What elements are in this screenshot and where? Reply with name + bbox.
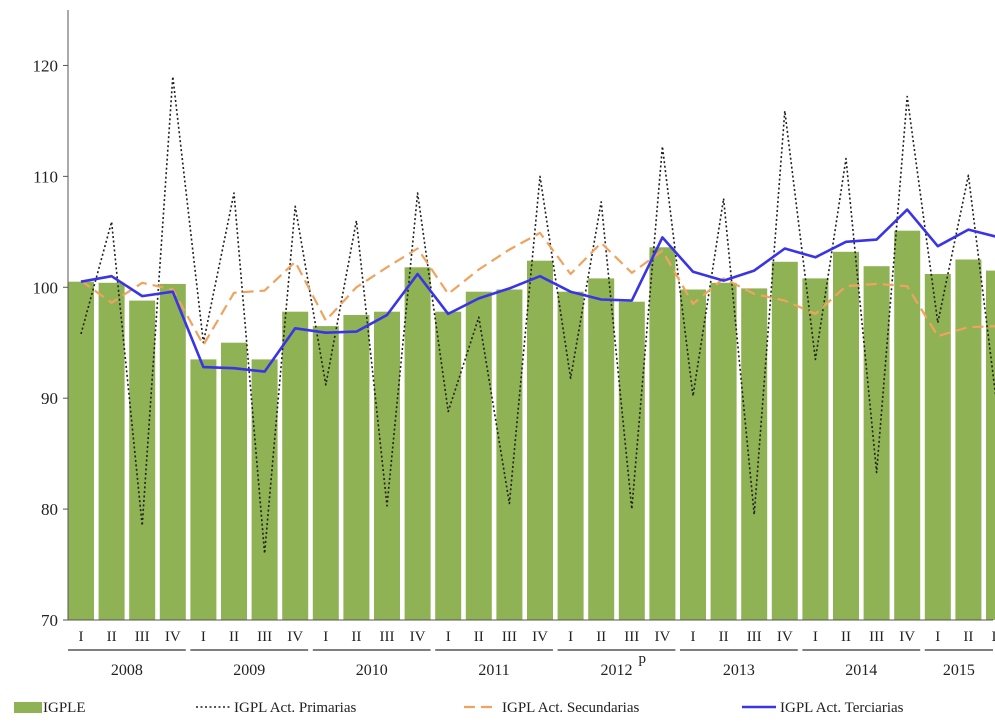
x-quarter-label: III bbox=[502, 629, 517, 645]
bar-igple bbox=[618, 301, 645, 620]
x-quarter-label: IV bbox=[532, 629, 548, 645]
bar-igple bbox=[129, 300, 156, 620]
bar-igple bbox=[98, 282, 125, 620]
x-quarter-label: II bbox=[474, 629, 484, 645]
legend-label: IGPLE bbox=[43, 700, 86, 716]
bar-igple bbox=[527, 260, 553, 620]
x-quarter-label: IV bbox=[165, 629, 181, 645]
x-axis-labels-group: I II III IV I II III IV I II III IV I II III IV I II III IV… bbox=[68, 629, 995, 679]
x-year-label: 2015 bbox=[943, 662, 975, 679]
bar-igple bbox=[251, 359, 278, 620]
legend-item: IGPL Act. Secundarias bbox=[464, 700, 639, 716]
x-year-label: 2010 bbox=[356, 662, 388, 679]
bar-igple bbox=[496, 289, 523, 620]
bar-igple bbox=[68, 281, 94, 620]
bar-igple bbox=[649, 247, 676, 621]
x-quarter-label: III bbox=[257, 629, 272, 645]
legend-item: IGPL Act. Primarias bbox=[196, 700, 357, 716]
bar-igple bbox=[435, 311, 462, 620]
x-quarter-label: IV bbox=[899, 629, 915, 645]
bar-igple bbox=[833, 251, 859, 621]
x-quarter-label: I bbox=[813, 629, 818, 645]
x-quarter-label: II bbox=[596, 629, 606, 645]
bar-igple bbox=[894, 230, 921, 620]
x-quarter-label: II bbox=[107, 629, 117, 645]
legend-swatch bbox=[14, 702, 42, 713]
x-quarter-label: I bbox=[79, 629, 84, 645]
bar-igple bbox=[802, 278, 829, 620]
line-series-dotted bbox=[80, 75, 995, 555]
y-tick-label: 100 bbox=[33, 278, 59, 297]
x-year-label: 2009 bbox=[233, 662, 265, 679]
x-quarter-label: I bbox=[446, 629, 451, 645]
x-quarter-label: IV bbox=[654, 629, 670, 645]
bar-igple bbox=[710, 282, 737, 620]
bar-series-group bbox=[68, 230, 995, 621]
legend: IGPLE IGPL Act. Primarias IGPL Act. Secund… bbox=[14, 700, 904, 716]
bar-igple bbox=[741, 288, 768, 620]
legend-label: IGPL Act. Primarias bbox=[234, 700, 357, 716]
x-quarter-label: IV bbox=[287, 629, 303, 645]
bar-igple bbox=[159, 283, 186, 620]
bar-igple bbox=[374, 311, 400, 620]
x-year-label: 2008 bbox=[111, 662, 143, 679]
y-tick-label: 90 bbox=[41, 389, 58, 408]
year-superscript: p bbox=[639, 651, 647, 667]
bar-igple bbox=[955, 259, 982, 620]
bar-igple bbox=[465, 291, 492, 620]
bar-igple bbox=[863, 266, 890, 620]
x-quarter-label: II bbox=[963, 629, 973, 645]
legend-label: IGPL Act. Terciarias bbox=[780, 700, 904, 716]
x-year-label: 2013 bbox=[723, 662, 755, 679]
y-tick-label: 80 bbox=[41, 500, 58, 519]
y-tick-label: 120 bbox=[33, 56, 59, 75]
x-year-label: 2011 bbox=[478, 662, 509, 679]
x-quarter-label: II bbox=[351, 629, 361, 645]
x-quarter-label: I bbox=[323, 629, 328, 645]
x-quarter-label: III bbox=[869, 629, 884, 645]
x-quarter-label: I bbox=[935, 629, 940, 645]
bar-igple bbox=[404, 267, 431, 620]
x-quarter-label: IV bbox=[777, 629, 793, 645]
x-quarter-label: I bbox=[201, 629, 206, 645]
bar-igple bbox=[190, 359, 217, 620]
x-quarter-label: III bbox=[135, 629, 150, 645]
x-quarter-label: I bbox=[691, 629, 696, 645]
bar-igple bbox=[312, 326, 339, 620]
legend-item: IGPL Act. Terciarias bbox=[742, 700, 904, 716]
y-tick-label: 110 bbox=[33, 167, 58, 186]
x-quarter-label: IV bbox=[410, 629, 426, 645]
legend-label: IGPL Act. Secundarias bbox=[502, 700, 639, 716]
bar-igple bbox=[924, 274, 951, 620]
axes-group: 70 80 90 100 110 120 bbox=[33, 10, 993, 630]
x-quarter-label: II bbox=[229, 629, 239, 645]
x-year-label: 2012 bbox=[601, 662, 633, 679]
bar-igple bbox=[557, 291, 584, 620]
x-quarter-label: III bbox=[992, 629, 995, 645]
x-quarter-label: III bbox=[747, 629, 762, 645]
x-quarter-label: I bbox=[568, 629, 573, 645]
y-tick-label: 70 bbox=[41, 611, 58, 630]
x-quarter-label: II bbox=[719, 629, 729, 645]
line-series-dashed bbox=[80, 231, 995, 346]
line-series-solid bbox=[80, 208, 995, 373]
bar-igple bbox=[588, 278, 615, 620]
bar-igple bbox=[282, 311, 309, 620]
bar-igple bbox=[221, 342, 247, 620]
x-year-label: 2014 bbox=[845, 662, 877, 679]
bar-igple bbox=[771, 261, 798, 620]
bar-igple bbox=[343, 315, 370, 620]
line-series-group bbox=[80, 75, 995, 555]
x-quarter-label: III bbox=[380, 629, 395, 645]
x-quarter-label: III bbox=[624, 629, 639, 645]
x-quarter-label: II bbox=[841, 629, 851, 645]
bar-igple bbox=[986, 270, 995, 620]
legend-item: IGPLE bbox=[14, 700, 86, 716]
